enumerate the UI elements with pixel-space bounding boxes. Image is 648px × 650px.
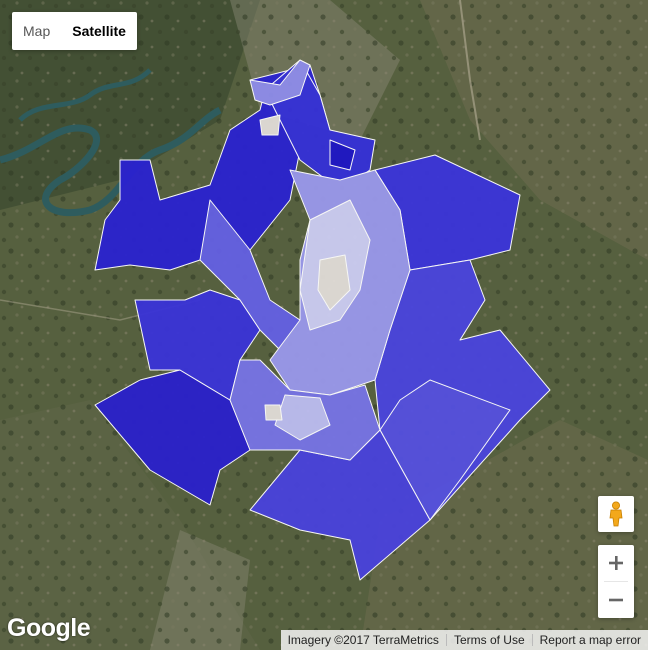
pegman-icon: [609, 501, 623, 527]
street-view-button[interactable]: [598, 496, 634, 532]
region-central-west: [199, 199, 301, 361]
attribution-divider: [445, 634, 447, 646]
region-west: [134, 289, 261, 401]
minus-icon: [609, 598, 623, 602]
attribution-bar: Imagery ©2017 TerraMetrics Terms of Use …: [280, 630, 648, 650]
map-type-control: Map Satellite: [12, 12, 137, 50]
region-core: [317, 254, 351, 311]
report-map-error-link[interactable]: Report a map error: [539, 633, 641, 647]
region-pale-south: [264, 404, 283, 421]
zoom-out-button[interactable]: [598, 582, 634, 618]
imagery-attribution: Imagery ©2017 TerraMetrics: [287, 633, 439, 647]
zoom-in-button[interactable]: [598, 545, 634, 581]
region-far-north: [249, 59, 311, 106]
terms-of-use-link[interactable]: Terms of Use: [453, 633, 525, 647]
zoom-divider: [604, 581, 628, 582]
attribution-divider: [531, 634, 533, 646]
plus-icon: [609, 556, 623, 570]
region-bridge: [329, 139, 356, 171]
zoom-control: [598, 545, 634, 618]
map-type-satellite-button[interactable]: Satellite: [72, 23, 126, 39]
google-logo[interactable]: Google: [7, 614, 91, 642]
river-path: [0, 106, 222, 217]
map-type-map-button[interactable]: Map: [23, 23, 51, 39]
region-pale-north: [259, 114, 281, 136]
